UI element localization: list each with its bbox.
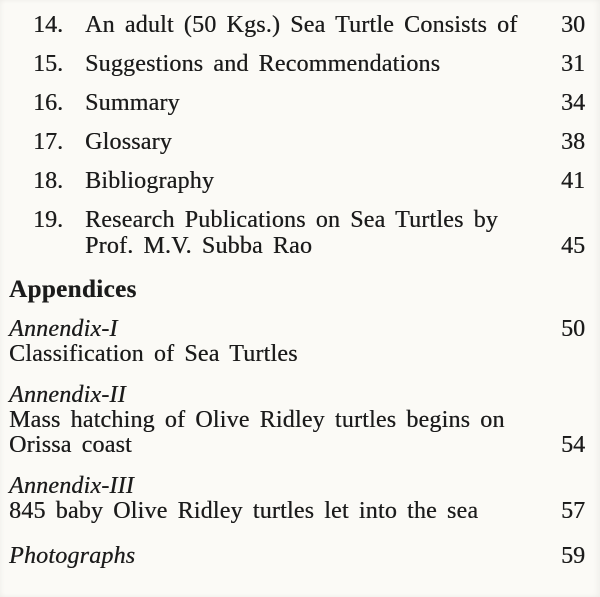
appendix-label: Annendix-II xyxy=(9,382,126,408)
appendix-description-line: Orissa coast xyxy=(9,432,132,458)
appendices-heading: Appendices xyxy=(9,276,137,303)
appendix-page-number: 54 xyxy=(561,432,585,458)
appendix-entry: Annendix-II Mass hatching of Olive Ridle… xyxy=(0,383,585,458)
entry-number: 18. xyxy=(33,168,63,194)
toc-entry: 14. An adult (50 Kgs.) Sea Turtle Consis… xyxy=(0,12,585,38)
appendix-page-number: 50 xyxy=(561,316,585,342)
entry-number: 14. xyxy=(33,12,63,38)
appendix-description-line: Classification of Sea Turtles xyxy=(9,341,298,367)
entry-title: Research Publications on Sea Turtles by … xyxy=(85,207,543,259)
photographs-page-number: 59 xyxy=(561,543,585,569)
appendix-entry: Annendix-I Classification of Sea Turtles… xyxy=(0,317,585,367)
toc-entry: 16. Summary 34 xyxy=(0,90,585,116)
entry-page-number: 31 xyxy=(561,51,585,77)
appendix-description-line: 845 baby Olive Ridley turtles let into t… xyxy=(9,498,479,524)
entry-number: 19. xyxy=(33,207,63,233)
toc-entry: 17. Glossary 38 xyxy=(0,129,585,155)
entry-page-number: 45 xyxy=(561,233,585,259)
entry-title-line: Prof. M.V. Subba Rao xyxy=(85,233,313,259)
appendix-page-number: 57 xyxy=(561,498,585,524)
appendix-description-line: Mass hatching of Olive Ridley turtles be… xyxy=(9,407,505,433)
entry-title: Suggestions and Recommendations xyxy=(85,51,441,77)
appendix-label: Annendix-III xyxy=(9,473,135,499)
entry-page-number: 38 xyxy=(561,129,585,155)
entry-page-number: 34 xyxy=(561,90,585,116)
entry-number: 15. xyxy=(33,51,63,77)
entry-title: Summary xyxy=(85,90,180,116)
entry-number: 16. xyxy=(33,90,63,116)
entry-title: An adult (50 Kgs.) Sea Turtle Consists o… xyxy=(85,12,518,38)
entry-page-number: 30 xyxy=(561,12,585,38)
photographs-label: Photographs xyxy=(9,543,136,569)
entry-number: 17. xyxy=(33,129,63,155)
entry-page-number: 41 xyxy=(561,168,585,194)
entry-title: Glossary xyxy=(85,129,172,155)
entry-title-line: Research Publications on Sea Turtles by xyxy=(85,207,498,233)
toc-entry: 15. Suggestions and Recommendations 31 xyxy=(0,51,585,77)
toc-entry: 19. Research Publications on Sea Turtles… xyxy=(0,207,585,259)
toc-list: 14. An adult (50 Kgs.) Sea Turtle Consis… xyxy=(0,12,585,259)
toc-entry: 18. Bibliography 41 xyxy=(0,168,585,194)
appendix-label: Annendix-I xyxy=(9,316,118,342)
appendix-entry: Annendix-III 845 baby Olive Ridley turtl… xyxy=(0,474,585,524)
photographs-entry: Photographs 59 xyxy=(0,544,585,569)
entry-title: Bibliography xyxy=(85,168,215,194)
